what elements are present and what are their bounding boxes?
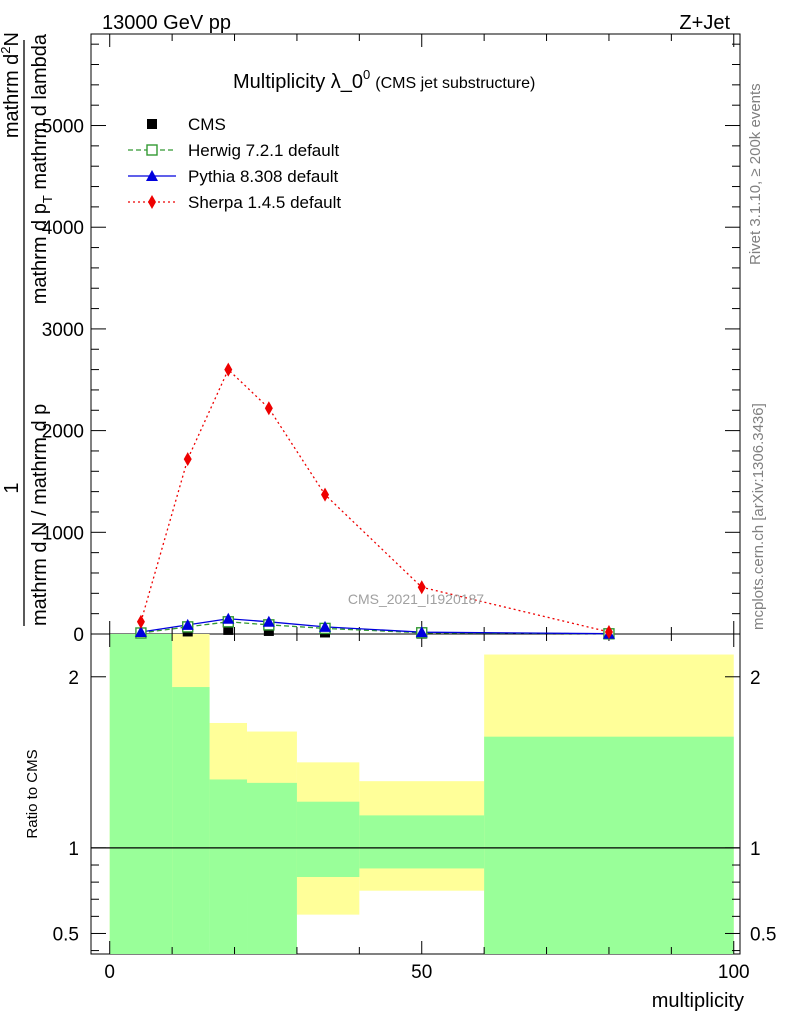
x-axis-label: multiplicity	[652, 990, 744, 1012]
ratio-band-green	[109, 634, 173, 954]
y-tick-label-ratio: 0.5	[53, 924, 79, 945]
ratio-axis-ticks: 0 50 1000.5 0.51 12 2	[53, 634, 776, 983]
legend-label-pythia: Pythia 8.308 default	[188, 167, 339, 186]
y-label-main: 1 mathrm d N / mathrm d p mathrm d2N mat…	[0, 32, 55, 626]
legend-label-herwig: Herwig 7.2.1 default	[188, 141, 339, 160]
y-tick-label-main: 0	[73, 625, 84, 646]
y-tick-label-main: 1000	[42, 523, 84, 544]
x-tick-label: 0	[104, 962, 115, 983]
data-point-sherpa	[264, 401, 273, 416]
legend-marker-herwig	[146, 144, 158, 156]
data-point-sherpa	[321, 487, 330, 502]
y-label-num-sup: 2	[0, 46, 13, 53]
legend-marker-pythia	[146, 170, 158, 181]
data-point-cms	[263, 625, 274, 636]
y-label-num: mathrm d	[1, 54, 23, 138]
ratio-band-green	[209, 779, 248, 954]
y-tick-label-ratio: 1	[68, 839, 79, 860]
y-label-prefix-den: mathrm d N / mathrm d p	[29, 404, 51, 626]
ratio-bands	[109, 634, 734, 954]
data-point-pythia	[262, 615, 275, 627]
y-tick-label-main: 4000	[42, 218, 84, 239]
data-point-pythia	[222, 612, 235, 624]
legend-marker-sherpa	[148, 195, 156, 209]
y-label-den-sub: T	[40, 195, 55, 203]
y-label-denominator: mathrm d pT mathrm d lambda	[29, 33, 55, 304]
x-tick-label: 100	[718, 962, 750, 983]
legend-label-cms: CMS	[188, 115, 226, 134]
y-label-numerator: mathrm d2N	[0, 32, 23, 138]
side-label-top: Rivet 3.1.10, ≥ 200k events	[747, 83, 764, 265]
y-label-prefix: 1	[1, 482, 23, 493]
x-tick-label: 50	[411, 962, 432, 983]
watermark: CMS_2021_I1920187	[348, 591, 484, 607]
data-point-sherpa	[136, 614, 145, 629]
y-label-num-rest: N	[1, 32, 23, 46]
data-point-pythia	[181, 618, 194, 630]
series-markers	[134, 362, 615, 640]
header-left: 13000 GeV pp	[102, 12, 231, 34]
ratio-band-green	[247, 782, 297, 954]
y-tick-label-main: 5000	[42, 117, 84, 138]
y-label-den: mathrm d p	[29, 203, 51, 304]
ratio-band-green	[296, 801, 360, 877]
y-tick-label-ratio-right: 0.5	[750, 924, 776, 945]
data-point-sherpa	[224, 362, 233, 377]
data-point-pythia	[319, 620, 332, 632]
y-tick-label-ratio-right: 2	[750, 668, 761, 689]
data-point-sherpa	[604, 624, 613, 639]
legend-label-sherpa: Sherpa 1.4.5 default	[188, 193, 341, 212]
y-label-den-rest: mathrm d lambda	[29, 33, 51, 195]
ratio-band-green	[359, 815, 485, 869]
legend-marker-cms	[147, 119, 157, 129]
chart-title-main: Multiplicity λ_0	[233, 71, 363, 93]
data-point-sherpa	[417, 580, 426, 595]
chart-title: Multiplicity λ_00 (CMS jet substructure)	[233, 67, 535, 93]
data-point-sherpa	[183, 452, 192, 467]
series-line-pythia	[140, 618, 609, 635]
ratio-panel-frame	[90, 633, 741, 955]
y-tick-label-ratio: 2	[68, 668, 79, 689]
data-point-pythia	[415, 626, 428, 638]
y-tick-label-main: 2000	[42, 422, 84, 443]
ratio-band-green	[484, 736, 734, 954]
legend: CMS Herwig 7.2.1 default Pythia 8.308 defa…	[128, 115, 341, 212]
main-axis-ticks: 0 1000 2000 3000 4000 5000	[42, 34, 740, 646]
header-right: Z+Jet	[679, 12, 730, 34]
data-point-pythia	[134, 625, 147, 637]
series-line-herwig	[140, 621, 609, 635]
y-tick-label-ratio-right: 1	[750, 839, 761, 860]
chart-title-sub: (CMS jet substructure)	[375, 75, 535, 92]
data-point-cms	[223, 624, 234, 635]
y-label-ratio: Ratio to CMS	[24, 749, 41, 838]
chart-title-sup: 0	[363, 67, 370, 82]
y-tick-label-main: 3000	[42, 320, 84, 341]
side-label-bottom: mcplots.cern.ch [arXiv:1306.3436]	[750, 403, 767, 630]
ratio-band-green	[172, 687, 210, 954]
